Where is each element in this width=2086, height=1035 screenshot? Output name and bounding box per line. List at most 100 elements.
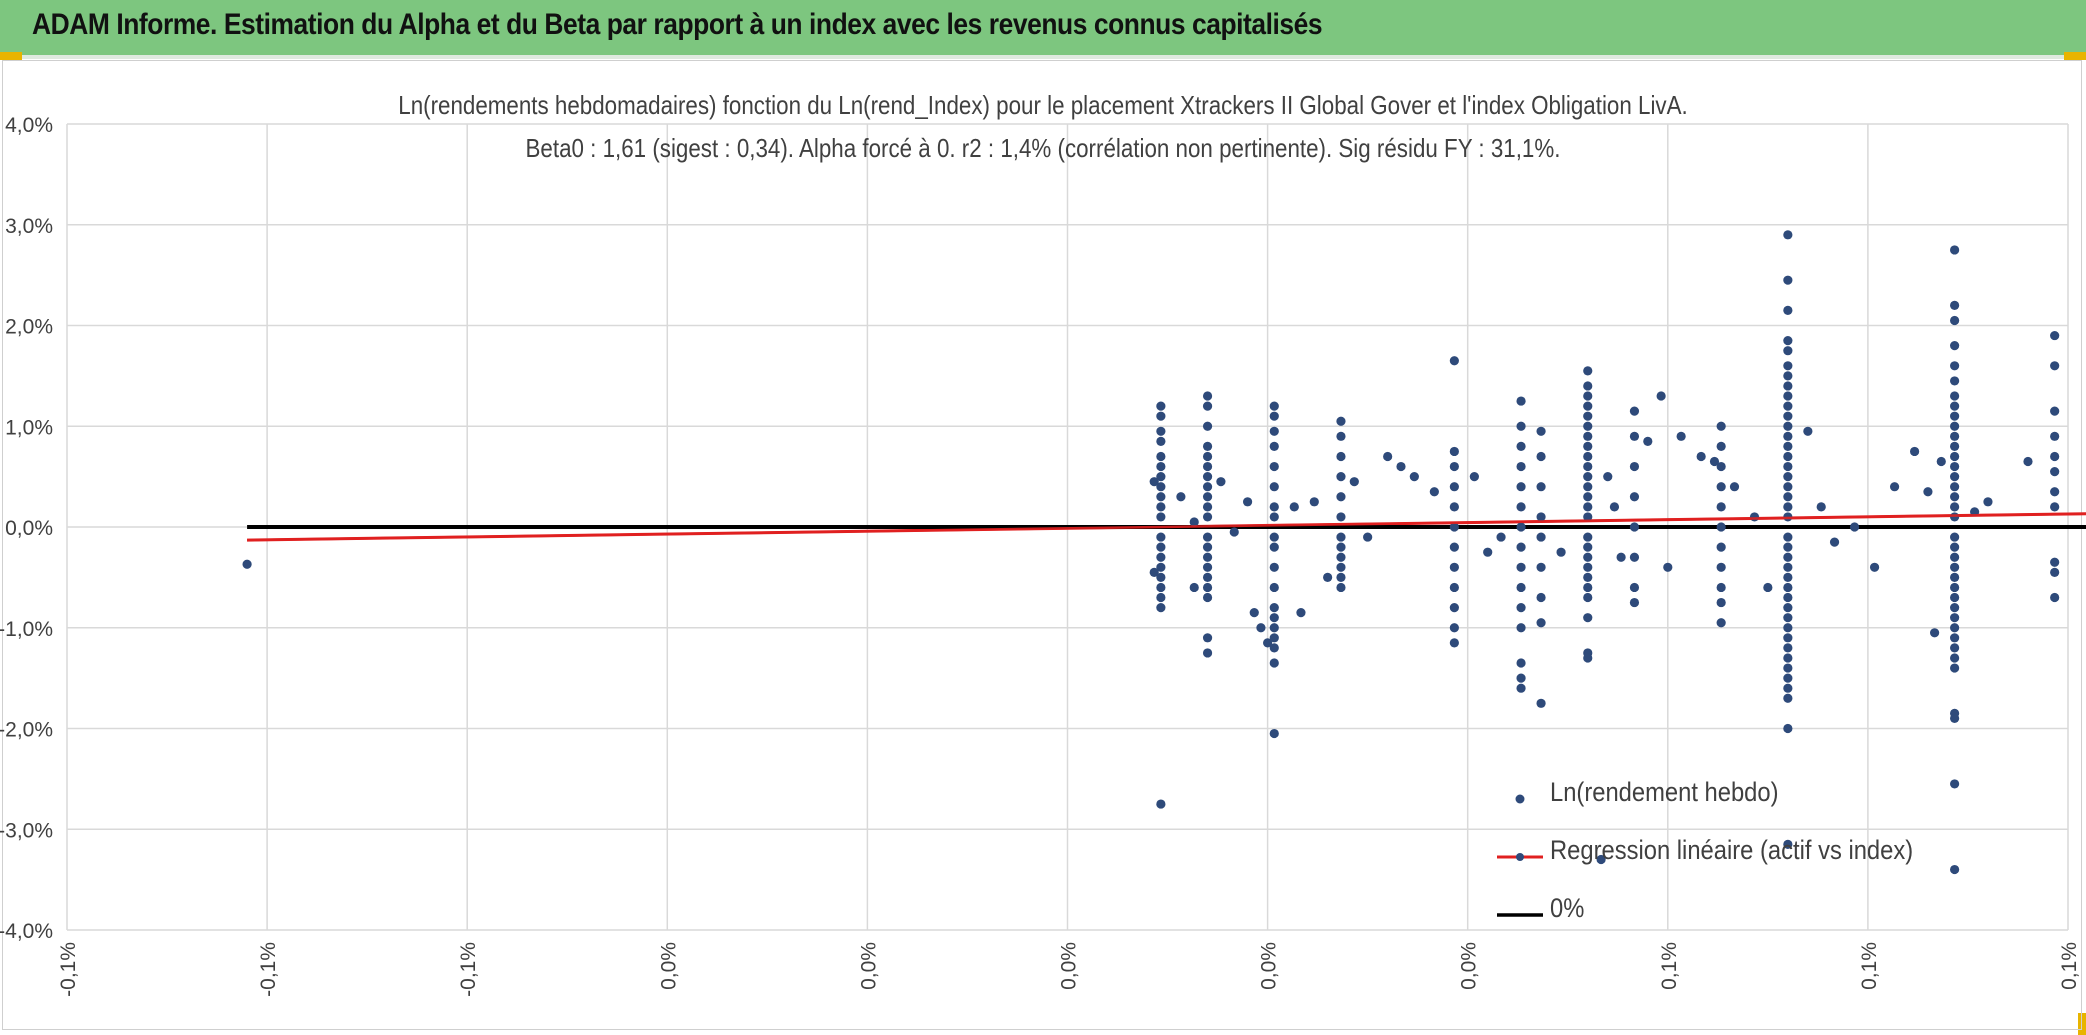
scatter-point [1583,542,1593,552]
scatter-point [1729,482,1740,492]
scatter-point [1156,482,1166,492]
scatter-point [1629,582,1640,593]
scatter-point [1950,502,1960,512]
scatter-point [2050,451,2060,462]
scatter-point [1950,633,1960,643]
scatter-point [1629,406,1640,416]
scatter-point [1449,461,1459,472]
scatter-point [1783,381,1793,391]
scatter-point [1950,653,1960,663]
scatter-point [2050,330,2060,341]
scatter-point [1950,315,1960,326]
scatter-point [1950,542,1960,552]
scatter-point [1950,582,1960,593]
chart-title-line1: Ln(rendements hebdomadaires) fonction du… [398,90,1688,120]
scatter-point [1950,421,1960,431]
scatter-point [1783,336,1793,346]
scatter-point [1783,572,1793,582]
scatter-point [1516,582,1526,593]
scatter-point [1483,547,1493,557]
scatter-point [1336,542,1346,552]
scatter-point [1156,451,1166,462]
scatter-point [1749,512,1760,522]
x-tick-label: 0,0% [657,942,680,990]
scatter-point [1269,582,1279,593]
scatter-point [1189,582,1199,593]
scatter-point [1536,482,1546,492]
legend-line-red-icon [1497,853,1543,861]
scatter-point [1629,461,1640,472]
scatter-point [1583,613,1593,623]
scatter-point [1336,532,1346,542]
scatter-point [1269,633,1279,643]
scatter-point [1449,522,1459,532]
scatter-point [1242,497,1253,507]
scatter-point [1950,451,1960,462]
scatter-point [1496,532,1506,542]
scatter-point [1583,653,1593,663]
scatter-point [1202,562,1213,572]
scatter-point [1176,492,1186,502]
scatter-point [1783,411,1793,421]
scatter-point [1629,597,1640,608]
y-tick-label: 1,0% [5,416,53,439]
scatter-point [1950,592,1960,603]
scatter-point [1449,482,1459,492]
scatter-point [1950,245,1960,255]
scatter-point [1202,401,1213,411]
scatter-point [1269,542,1279,552]
scatter-point [1716,618,1726,628]
scatter-point [1202,391,1213,401]
x-tick-label: 0,0% [857,942,880,990]
y-tick-label: 0,0% [5,517,53,540]
scatter-point [1583,441,1593,451]
scatter-point [1156,592,1166,603]
scatter-point [1930,628,1940,638]
scatter-point [1449,623,1459,633]
scatter-point [1202,421,1213,431]
scatter-point [1783,582,1793,593]
scatter-point [1449,542,1459,552]
scatter-point [1783,663,1793,673]
scatter-point [1156,401,1166,411]
scatter-point [1516,562,1526,572]
scatter-point [1336,492,1346,502]
scatter-point [1783,431,1793,441]
scatter-point [1309,497,1319,507]
scatter-point [1783,552,1793,562]
scatter-point [1783,603,1793,613]
scatter-point [1716,421,1726,431]
scatter-point [1783,441,1793,451]
scatter-point [1536,618,1546,628]
scatter-point [1783,391,1793,401]
scatter-point [1383,451,1393,462]
scatter-point [1583,472,1593,482]
scatter-point [1803,426,1813,436]
scatter-point [1950,713,1960,724]
scatter-point [1950,864,1960,875]
x-tick-label: -0,1% [57,942,80,997]
scatter-point [1409,472,1419,482]
scatter-point [2050,431,2060,441]
scatter-point [1202,532,1213,542]
corner-accent-bottom-right [2078,1013,2086,1035]
scatter-point [1783,482,1793,492]
scatter-point [1629,492,1640,502]
legend-line-black-icon [1497,913,1543,917]
scatter-point [1269,401,1279,411]
scatter-point [1516,603,1526,613]
scatter-point [1583,572,1593,582]
scatter-point [1149,567,1159,577]
scatter-point [1783,723,1793,734]
scatter-point [1269,512,1279,522]
scatter-point [1783,633,1793,643]
x-tick-label: 0,0% [1258,942,1281,990]
scatter-point [1583,482,1593,492]
scatter-point [1156,436,1166,446]
scatter-point [1950,431,1960,441]
scatter-point [1156,472,1166,482]
scatter-point [2023,456,2033,467]
scatter-point [1536,592,1546,603]
x-tick-label: 0,1% [2058,942,2081,990]
scatter-point [1269,532,1279,542]
